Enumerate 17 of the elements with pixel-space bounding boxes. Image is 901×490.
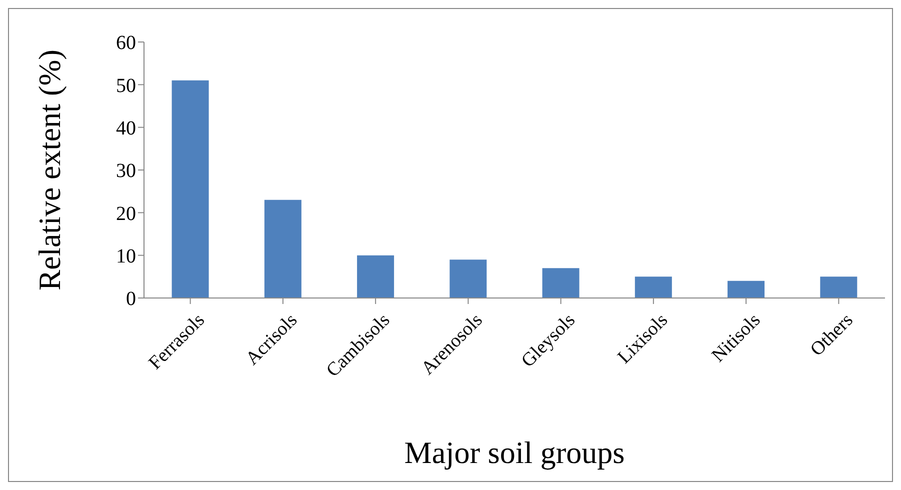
y-tick-label: 0 — [126, 288, 136, 310]
y-tick-label: 10 — [116, 245, 136, 268]
bar — [264, 200, 302, 298]
bar — [357, 255, 394, 298]
y-axis-title: Relative extent (%) — [32, 49, 68, 291]
bar — [728, 280, 765, 298]
y-tick-label: 60 — [116, 32, 136, 54]
y-tick-label: 20 — [116, 202, 136, 225]
x-axis-title: Major soil groups — [404, 435, 625, 470]
bar — [634, 276, 672, 298]
y-tick-label: 50 — [116, 74, 136, 97]
bar — [820, 276, 858, 298]
bar — [450, 260, 487, 298]
y-tick-label: 30 — [116, 160, 136, 182]
y-tick-label: 40 — [116, 117, 136, 140]
bar — [172, 80, 209, 298]
bar — [542, 268, 580, 298]
